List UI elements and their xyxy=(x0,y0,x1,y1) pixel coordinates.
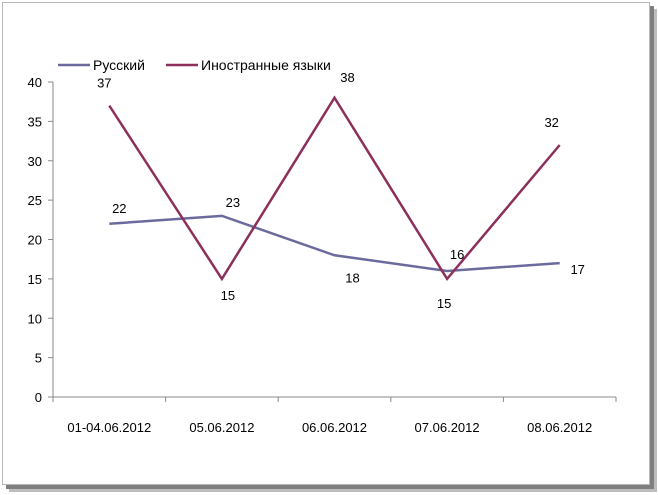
x-tick-label: 07.06.2012 xyxy=(415,420,480,435)
data-label-russian: 17 xyxy=(570,262,584,277)
data-label-foreign-languages: 32 xyxy=(544,115,558,130)
data-labels: 22 23 18 16 17 37 15 38 15 32 xyxy=(97,70,585,311)
y-tick-label: 35 xyxy=(28,114,42,129)
y-tick-label: 30 xyxy=(28,154,42,169)
series-line-russian xyxy=(109,214,560,273)
data-label-russian: 23 xyxy=(226,195,240,210)
data-label-foreign-languages: 37 xyxy=(97,76,111,91)
data-label-russian: 16 xyxy=(450,247,464,262)
data-label-foreign-languages: 38 xyxy=(340,70,354,85)
y-tick-label: 0 xyxy=(35,390,42,405)
x-tick-label: 08.06.2012 xyxy=(527,420,592,435)
y-tick-label: 40 xyxy=(28,75,42,90)
x-tick-label: 06.06.2012 xyxy=(302,420,367,435)
x-tick-label: 05.06.2012 xyxy=(189,420,254,435)
y-tick-label: 5 xyxy=(35,351,42,366)
series-layer xyxy=(108,95,561,282)
data-label-russian: 18 xyxy=(345,270,359,285)
series-line-foreign-languages xyxy=(108,95,561,282)
legend: Русский Иностранные языки xyxy=(58,57,331,73)
data-label-foreign-languages: 15 xyxy=(221,288,235,303)
y-tick-label: 15 xyxy=(28,272,42,287)
data-label-russian: 22 xyxy=(112,201,126,216)
y-tick-label: 20 xyxy=(28,233,42,248)
y-tick-label: 25 xyxy=(28,193,42,208)
y-axis-ticks: 0 5 10 15 20 25 30 35 40 xyxy=(28,75,53,405)
legend-label-foreign-languages: Иностранные языки xyxy=(201,57,331,73)
x-tick-label: 01-04.06.2012 xyxy=(67,420,151,435)
x-axis-ticks: 01-04.06.2012 05.06.2012 06.06.2012 07.06.2… xyxy=(52,397,617,435)
legend-label-russian: Русский xyxy=(93,57,145,73)
data-label-foreign-languages: 15 xyxy=(437,296,451,311)
y-tick-label: 10 xyxy=(28,311,42,326)
chart-frame: Русский Иностранные языки 0 5 10 15 20 25 30 35… xyxy=(2,2,650,485)
line-chart: Русский Иностранные языки 0 5 10 15 20 25 30 35… xyxy=(28,57,617,435)
